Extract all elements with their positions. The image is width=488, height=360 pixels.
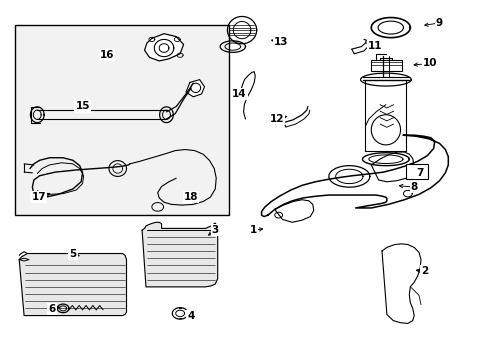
Text: 7: 7 xyxy=(415,168,423,178)
Text: 15: 15 xyxy=(75,102,90,112)
Text: 9: 9 xyxy=(435,18,442,28)
Bar xyxy=(406,164,427,179)
Polygon shape xyxy=(261,135,447,217)
Text: 2: 2 xyxy=(421,266,427,276)
Polygon shape xyxy=(144,34,183,61)
Text: 17: 17 xyxy=(31,192,46,202)
Text: 13: 13 xyxy=(273,37,288,47)
Polygon shape xyxy=(185,80,204,97)
Text: 1: 1 xyxy=(249,225,256,235)
Text: 6: 6 xyxy=(48,304,56,314)
Polygon shape xyxy=(19,253,126,316)
Text: 8: 8 xyxy=(410,182,417,192)
Text: 3: 3 xyxy=(211,225,219,235)
Text: 14: 14 xyxy=(232,89,246,99)
Text: 10: 10 xyxy=(422,58,436,68)
Text: 11: 11 xyxy=(367,41,382,50)
Text: 12: 12 xyxy=(269,114,284,124)
Polygon shape xyxy=(381,244,420,323)
Text: 16: 16 xyxy=(100,50,114,60)
Text: 18: 18 xyxy=(183,192,198,202)
Bar xyxy=(15,25,228,215)
Bar xyxy=(370,60,401,71)
Polygon shape xyxy=(142,222,217,287)
Text: 5: 5 xyxy=(69,248,76,258)
Text: 4: 4 xyxy=(187,311,194,321)
